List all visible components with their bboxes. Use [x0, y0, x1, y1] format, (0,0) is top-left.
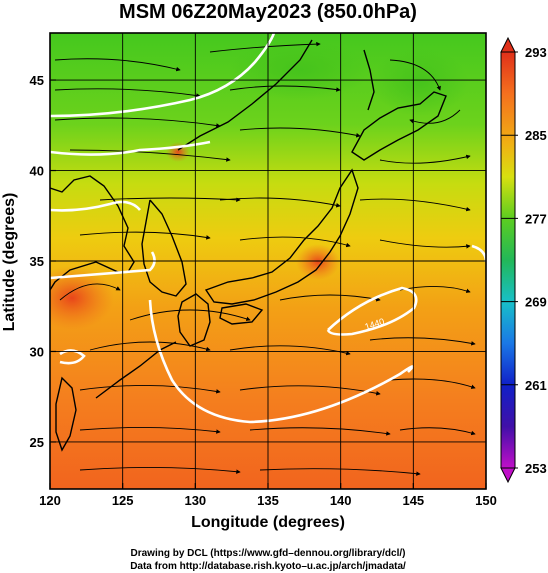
contour-line	[59, 349, 86, 365]
colorbar-ticks: 253 261 269 277 285 293	[501, 45, 547, 476]
contour-line	[50, 200, 141, 212]
coastline-kyushu	[177, 293, 211, 347]
contour-line	[326, 286, 418, 336]
y-tick-label: 45	[30, 73, 44, 88]
warm-region	[50, 266, 114, 330]
x-tick-label: 145	[402, 493, 424, 508]
colorbar-top-triangle	[500, 36, 516, 53]
x-tick-label: 140	[330, 493, 352, 508]
coastline-taiwan	[55, 376, 77, 452]
colorbar-tick-label: 293	[525, 45, 547, 60]
coastline-hokkaido	[351, 91, 447, 161]
coastline-primorye	[177, 39, 313, 151]
colorbar-tick-label: 285	[525, 128, 547, 143]
colorbar: 253 261 269 277 285 293	[500, 36, 547, 484]
x-tick-label: 120	[39, 493, 61, 508]
credit-drawing: Drawing by DCL (https://www.gfd–dennou.o…	[130, 548, 405, 559]
y-axis-label: Latitude (degrees)	[1, 193, 18, 332]
warm-region	[296, 244, 340, 280]
x-tick-label: 135	[257, 493, 279, 508]
colorbar-tick-label: 261	[525, 378, 547, 393]
credit-data: Data from http://database.rish.kyoto–u.a…	[130, 561, 406, 572]
contour-line	[148, 299, 414, 424]
cool-region	[230, 40, 370, 100]
cool-region	[372, 48, 468, 116]
contour-line	[50, 33, 276, 118]
contour-line	[50, 140, 211, 156]
x-axis-label: Longitude (degrees)	[191, 514, 345, 531]
colorbar-bottom-triangle	[500, 467, 516, 484]
y-tick-label: 40	[30, 164, 44, 179]
coastline-sakhalin	[363, 49, 375, 111]
colorbar-tick-label: 253	[525, 461, 547, 476]
wind-streamlines	[54, 41, 476, 476]
x-axis: 120 125 130 135 140 145 150	[39, 483, 497, 508]
grid-lines	[50, 33, 486, 489]
x-tick-label: 125	[112, 493, 134, 508]
coastline-shikoku	[219, 303, 264, 325]
colorbar-scale	[500, 51, 516, 469]
contour-line	[50, 251, 156, 280]
coastline-korea	[141, 199, 187, 297]
coastline-honshu	[204, 168, 359, 305]
coastlines	[50, 39, 447, 452]
chart-title: MSM 06Z20May2023 (850.0hPa)	[119, 1, 417, 23]
x-tick-label: 150	[475, 493, 497, 508]
y-tick-label: 35	[30, 254, 44, 269]
x-tick-label: 130	[184, 493, 206, 508]
y-tick-label: 25	[30, 435, 44, 450]
coastline-china	[50, 175, 135, 291]
y-tick-label: 30	[30, 344, 44, 359]
coastline-ryukyu	[95, 341, 177, 399]
y-axis: 25 30 35 40 45	[30, 73, 56, 450]
colorbar-tick-label: 269	[525, 295, 547, 310]
colorbar-tick-label: 277	[525, 211, 547, 226]
